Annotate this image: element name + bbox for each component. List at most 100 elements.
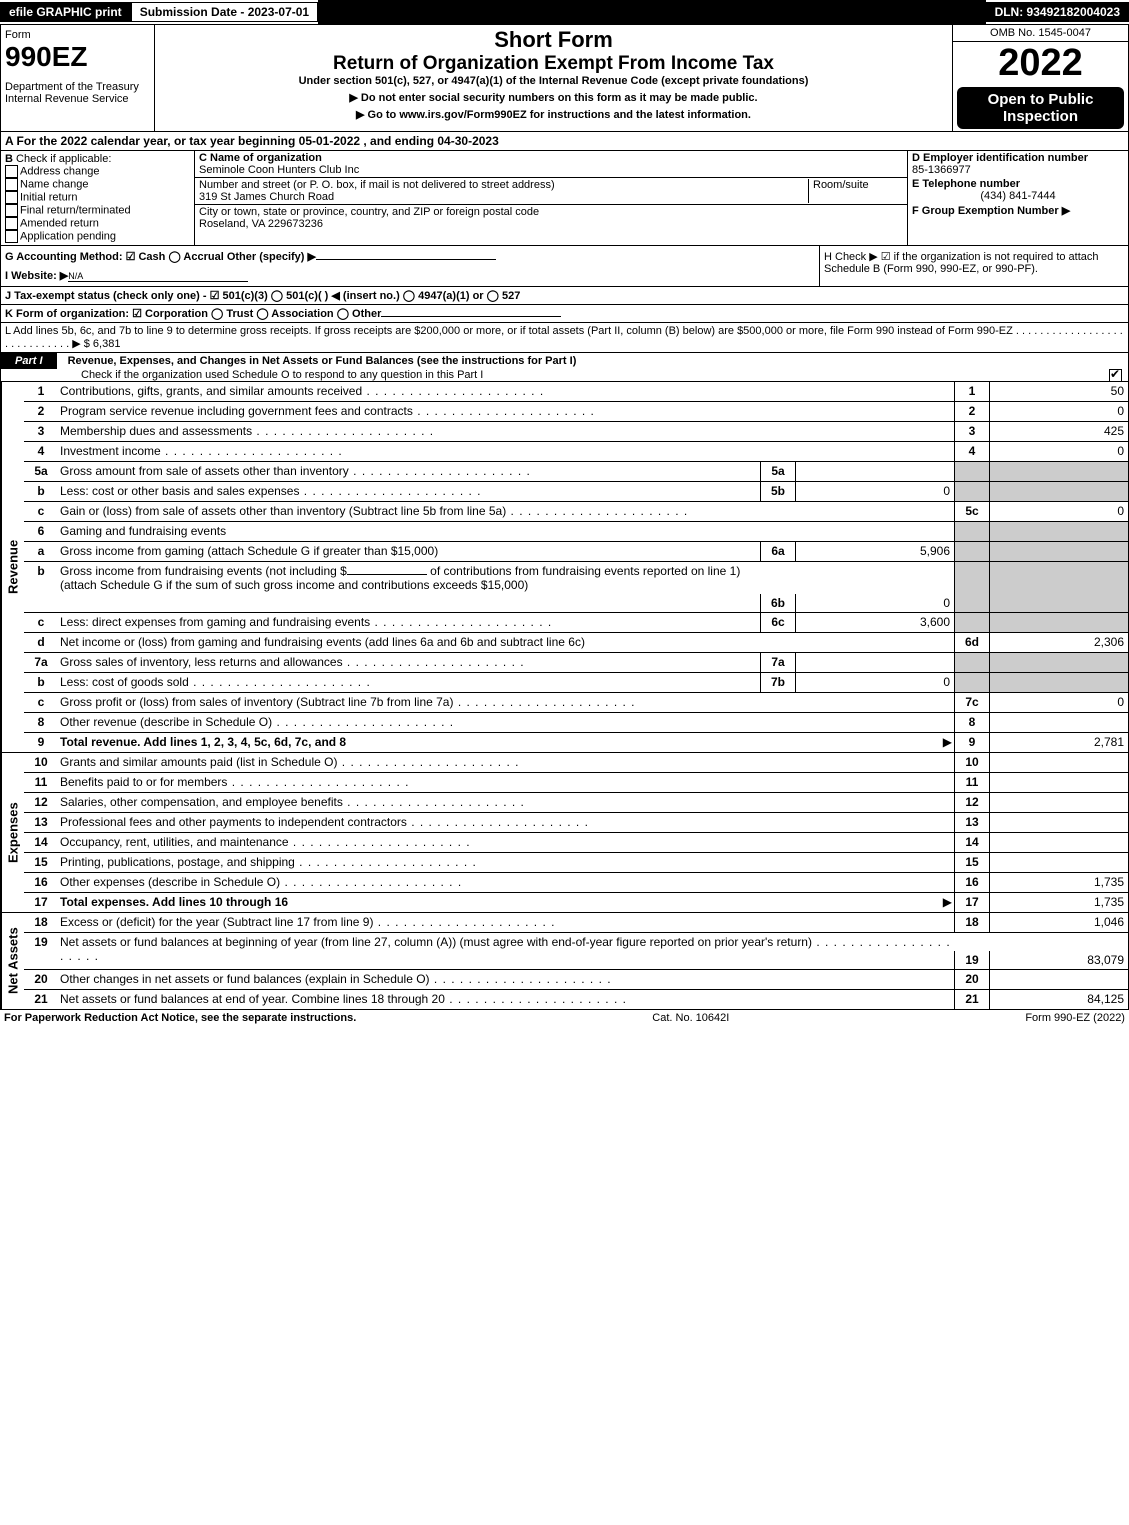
l6b-sc: 6b [760,594,795,612]
l16-rnum: 16 [954,873,989,892]
part-i-title: Revenue, Expenses, and Changes in Net As… [68,355,577,367]
l8-num: 8 [24,713,58,732]
l3-desc: Membership dues and assessments [58,422,954,441]
l11-num: 11 [24,773,58,792]
l7c-desc: Gross profit or (loss) from sales of inv… [58,693,954,712]
cb-application-pending[interactable] [5,230,18,243]
l11-rnum: 11 [954,773,989,792]
l2-num: 2 [24,402,58,421]
l12-num: 12 [24,793,58,812]
l17-num: 17 [24,893,58,912]
l6c-desc: Less: direct expenses from gaming and fu… [58,613,760,632]
l1-rnum: 1 [954,382,989,401]
l7b-sc: 7b [760,673,795,692]
l6b-sv: 0 [795,594,954,612]
l13-num: 13 [24,813,58,832]
link-instructions[interactable]: ▶ Go to www.irs.gov/Form990EZ for instru… [157,108,950,121]
ein-value: 85-1366977 [912,164,971,176]
l10-rnum: 10 [954,753,989,772]
cb-schedule-o[interactable] [1109,369,1122,382]
l20-rnum: 20 [954,970,989,989]
lbl-final-return: Final return/terminated [20,204,131,216]
city-label: City or town, state or province, country… [199,206,539,218]
l21-rnum: 21 [954,990,989,1009]
lbl-address-change: Address change [20,165,100,177]
cb-name-change[interactable] [5,178,18,191]
l14-rnum: 14 [954,833,989,852]
title-return: Return of Organization Exempt From Incom… [157,53,950,75]
l6c-grey1 [954,613,989,632]
website-value: N/A [68,271,248,282]
l9-val: 2,781 [989,733,1128,752]
l6-num: 6 [24,522,58,541]
l5a-num: 5a [24,462,58,481]
l6a-grey2 [989,542,1128,561]
street-value: 319 St James Church Road [199,191,334,203]
l3-num: 3 [24,422,58,441]
l5b-grey2 [989,482,1128,501]
l20-num: 20 [24,970,58,989]
l2-val: 0 [989,402,1128,421]
l6a-grey1 [954,542,989,561]
l15-val [989,853,1128,872]
l19-val: 83,079 [989,951,1128,969]
subtitle: Under section 501(c), 527, or 4947(a)(1)… [157,75,950,87]
l5a-sv [795,462,954,481]
l7a-desc: Gross sales of inventory, less returns a… [58,653,760,672]
k-text: K Form of organization: ☑ Corporation ◯ … [5,308,381,320]
c-name-label: C Name of organization [199,152,322,164]
l7a-sc: 7a [760,653,795,672]
top-bar: efile GRAPHIC print Submission Date - 20… [0,0,1129,24]
l8-val [989,713,1128,732]
b-label: B [5,153,13,165]
tel-value: (434) 841-7444 [912,190,1124,202]
footer-cat: Cat. No. 10642I [652,1012,729,1024]
warning-ssn: ▶ Do not enter social security numbers o… [157,91,950,104]
l15-rnum: 15 [954,853,989,872]
l7b-grey1 [954,673,989,692]
l5a-sc: 5a [760,462,795,481]
l4-rnum: 4 [954,442,989,461]
i-label: I Website: ▶ [5,270,68,282]
l18-rnum: 18 [954,913,989,932]
cb-amended-return[interactable] [5,217,18,230]
l9-rnum: 9 [954,733,989,752]
l10-val [989,753,1128,772]
l7c-val: 0 [989,693,1128,712]
form-number: 990EZ [5,41,150,73]
page-footer: For Paperwork Reduction Act Notice, see … [0,1010,1129,1026]
form-header: Form 990EZ Department of the Treasury In… [0,24,1129,132]
l5c-val: 0 [989,502,1128,521]
col-c-org-info: C Name of organization Seminole Coon Hun… [195,151,907,245]
row-j: J Tax-exempt status (check only one) - ☑… [0,287,1129,305]
l5b-grey1 [954,482,989,501]
part-i-header: Part I Revenue, Expenses, and Changes in… [0,353,1129,382]
efile-link[interactable]: efile GRAPHIC print [0,2,131,22]
l13-rnum: 13 [954,813,989,832]
l1-val: 50 [989,382,1128,401]
lbl-application-pending: Application pending [20,230,116,242]
l6a-sc: 6a [760,542,795,561]
cb-initial-return[interactable] [5,191,18,204]
l6b-grey1 [954,562,989,612]
revenue-table: Revenue 1Contributions, gifts, grants, a… [0,382,1129,753]
l18-val: 1,046 [989,913,1128,932]
l3-rnum: 3 [954,422,989,441]
header-center: Short Form Return of Organization Exempt… [155,25,952,131]
l10-desc: Grants and similar amounts paid (list in… [58,753,954,772]
l16-val: 1,735 [989,873,1128,892]
l4-val: 0 [989,442,1128,461]
col-d-right: D Employer identification number 85-1366… [907,151,1128,245]
cb-address-change[interactable] [5,165,18,178]
cb-final-return[interactable] [5,204,18,217]
org-name: Seminole Coon Hunters Club Inc [199,164,359,176]
g-accounting: G Accounting Method: ☑ Cash ◯ Accrual Ot… [1,246,819,286]
city-value: Roseland, VA 229673236 [199,218,323,230]
group-exemption-label: F Group Exemption Number ▶ [912,205,1070,217]
l11-desc: Benefits paid to or for members [58,773,954,792]
l16-desc: Other expenses (describe in Schedule O) [58,873,954,892]
l16-num: 16 [24,873,58,892]
l6-grey1 [954,522,989,541]
open-public-badge: Open to Public Inspection [957,87,1124,129]
l13-val [989,813,1128,832]
